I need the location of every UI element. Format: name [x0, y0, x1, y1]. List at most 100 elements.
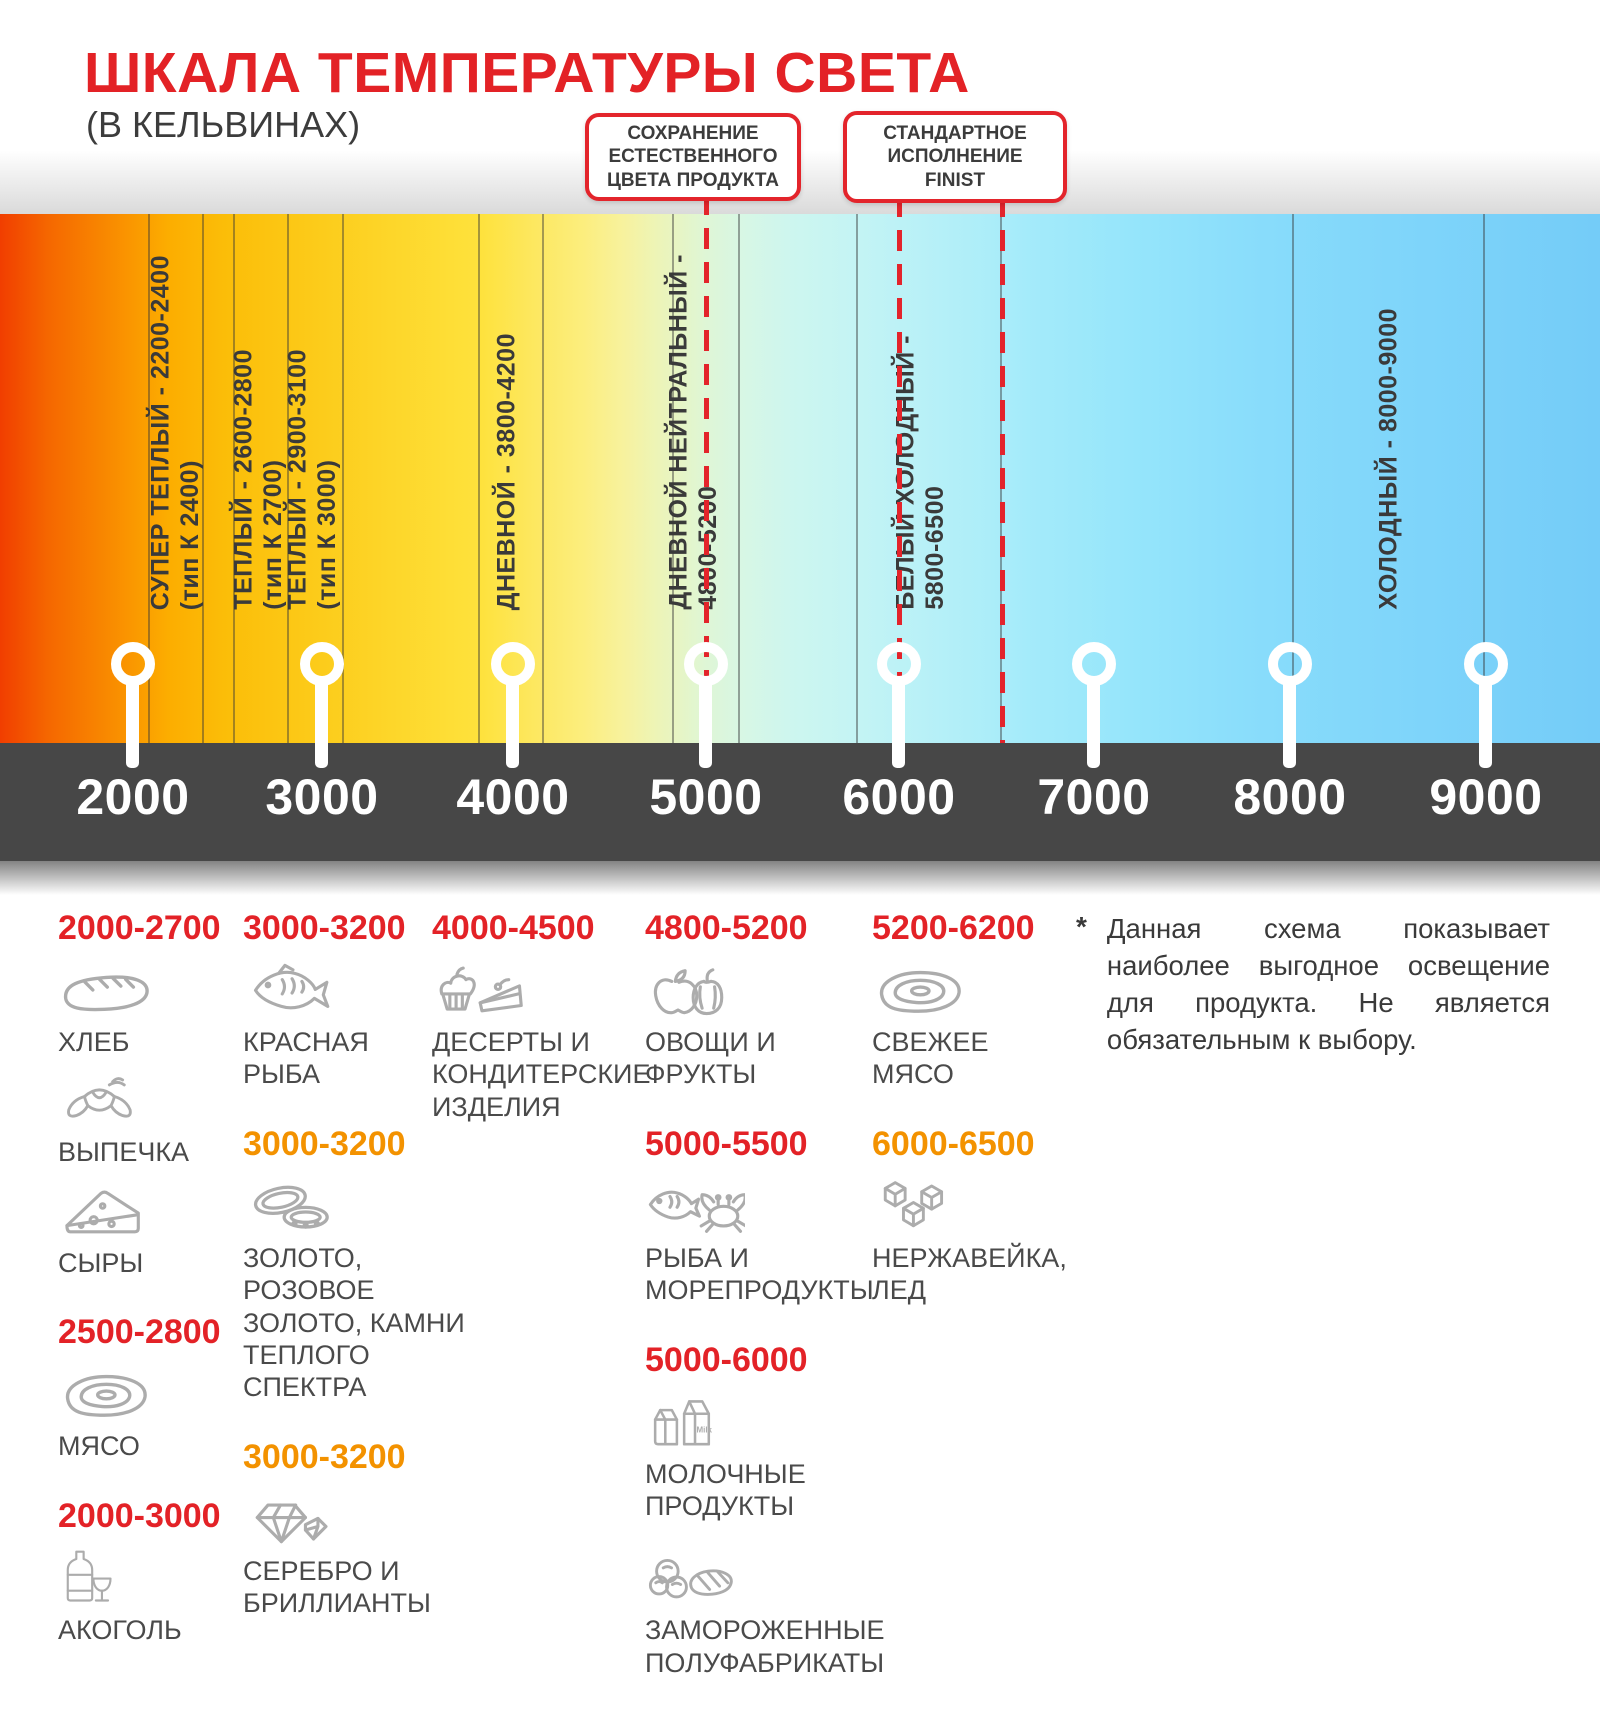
range-heading: 6000-6500	[872, 1124, 1035, 1163]
item-label: СВЕЖЕЕ МЯСО	[872, 1027, 989, 1090]
item-label: АКОГОЛЬ	[58, 1614, 182, 1645]
scale-marker-3000	[300, 642, 344, 686]
item-label: КРАСНАЯ РЫБА	[243, 1027, 369, 1090]
legend-group: 5000-6000 Milk МОЛОЧНЫЕ ПРОДУКТЫ ЗАМОРОЖ…	[645, 1340, 885, 1680]
callout-leg-natural-color	[704, 194, 709, 743]
zone-divider	[1483, 214, 1485, 743]
legend-item: Milk МОЛОЧНЫЕ ПРОДУКТЫ	[645, 1392, 865, 1523]
item-label: НЕРЖАВЕЙКА, ЛЕД	[872, 1242, 1067, 1306]
legend-item: ЗОЛОТО, РОЗОВОЕ ЗОЛОТО, КАМНИ ТЕПЛОГО СП…	[243, 1176, 465, 1404]
legend-group: 3000-3200 СЕРЕБРО И БРИЛЛИАНТЫ	[243, 1438, 433, 1620]
zone-label-daylight: ДНЕВНОЙ - 3800-4200	[492, 332, 521, 610]
item-label: МЯСО	[58, 1431, 140, 1462]
legend-column-2: 3000-3200 КРАСНАЯ РЫБА 3000-3200 ЗОЛОТО,…	[243, 909, 465, 1654]
item-label: РЫБА И МОРЕПРОДУКТЫ	[645, 1242, 874, 1306]
scale-marker-stem	[1087, 682, 1100, 768]
legend-group: 2000-2700 ХЛЕБ ВЫПЕЧКА СЫРЫ	[58, 909, 236, 1279]
zone-divider	[148, 214, 150, 743]
item-label: СЕРЕБРО И БРИЛЛИАНТЫ	[243, 1555, 431, 1619]
scale-marker-9000	[1464, 642, 1508, 686]
zone-divider	[542, 214, 544, 743]
axis-tick-9000: 9000	[1429, 769, 1543, 825]
zone-divider	[233, 214, 235, 743]
zone-label-cold: ХОЛОДНЫЙ - 8000-9000	[1374, 308, 1403, 610]
scale-marker-stem	[506, 682, 519, 768]
legend-column-5: 5200-6200 СВЕЖЕЕ МЯСО 6000-6500 НЕРЖАВЕЙ…	[872, 909, 1072, 1341]
range-heading: 3000-3200	[243, 1437, 406, 1476]
footnote-asterisk: *	[1076, 911, 1087, 942]
legend-group: 4000-4500 ДЕСЕРТЫ И КОНДИТЕРСКИЕ ИЗДЕЛИЯ	[432, 909, 651, 1123]
legend-item: РЫБА И МОРЕПРОДУКТЫ	[645, 1176, 874, 1307]
infographic: ШКАЛА ТЕМПЕРАТУРЫ СВЕТА (В КЕЛЬВИНАХ) СУ…	[0, 41, 1600, 1678]
legend-item: ДЕСЕРТЫ И КОНДИТЕРСКИЕ ИЗДЕЛИЯ	[432, 960, 651, 1123]
bread-icon	[58, 960, 236, 1020]
scale-marker-stem	[1283, 682, 1296, 768]
scale-marker-5000	[684, 642, 728, 686]
axis-tick-5000: 5000	[649, 769, 763, 825]
range-heading: 2000-2700	[58, 909, 221, 947]
vegetables-icon	[645, 960, 865, 1020]
legend-item: ЗАМОРОЖЕННЫЕ ПОЛУФАБРИКАТЫ	[645, 1548, 885, 1679]
scale-marker-6000	[877, 642, 921, 686]
callout-leg-finist-2	[1000, 196, 1005, 743]
cheese-icon	[58, 1181, 236, 1241]
legend-group: 6000-6500 НЕРЖАВЕЙКА, ЛЕД	[872, 1125, 1072, 1307]
range-heading: 3000-3200	[243, 1124, 406, 1163]
scale-marker-8000	[1268, 642, 1312, 686]
legend-item: ОВОЩИ И ФРУКТЫ	[645, 960, 865, 1091]
svg-text:Milk: Milk	[696, 1425, 712, 1434]
zone-label-warm-2700: ТЕПЛЫЙ - 2600-2800 (тип К 2700)	[229, 349, 288, 610]
scale-marker-stem	[699, 682, 712, 768]
legend-group: 4800-5200 ОВОЩИ И ФРУКТЫ	[645, 909, 865, 1091]
zone-divider	[672, 214, 674, 743]
milk-icon: Milk	[645, 1392, 865, 1452]
legend-item: ВЫПЕЧКА	[58, 1070, 236, 1168]
axis-band-shadow	[0, 861, 1600, 895]
scale-marker-stem	[1479, 682, 1492, 768]
legend-item: ХЛЕБ	[58, 960, 236, 1058]
legend-column-3: 4000-4500 ДЕСЕРТЫ И КОНДИТЕРСКИЕ ИЗДЕЛИЯ	[432, 909, 651, 1157]
steak-icon	[58, 1364, 236, 1424]
legend-group: 3000-3200 ЗОЛОТО, РОЗОВОЕ ЗОЛОТО, КАМНИ …	[243, 1124, 465, 1404]
zone-divider	[287, 214, 289, 743]
zone-label-daylight-neutral: ДНЕВНОЙ НЕЙТРАЛЬНЫЙ -4800-5200	[664, 254, 723, 610]
axis-tick-2000: 2000	[76, 769, 190, 825]
legend-item: КРАСНАЯ РЫБА	[243, 960, 433, 1091]
item-label: ДЕСЕРТЫ И КОНДИТЕРСКИЕ ИЗДЕЛИЯ	[432, 1027, 651, 1122]
legend-group: 5000-5500 РЫБА И МОРЕПРОДУКТЫ	[645, 1125, 874, 1307]
footnote-text: Данная схема показывает наиболее выгодно…	[1106, 913, 1550, 1055]
legend-item: НЕРЖАВЕЙКА, ЛЕД	[872, 1176, 1072, 1307]
range-heading: 4000-4500	[432, 909, 595, 947]
item-label: ЗАМОРОЖЕННЫЕ ПОЛУФАБРИКАТЫ	[645, 1615, 885, 1678]
range-heading: 2000-3000	[58, 1496, 221, 1535]
range-heading: 2500-2800	[58, 1313, 221, 1352]
frozen-icon	[645, 1548, 865, 1608]
fish-icon	[243, 960, 433, 1020]
legend-group: 2500-2800 МЯСО	[58, 1313, 236, 1462]
steak-icon	[872, 960, 1072, 1020]
legend-column-4: 4800-5200 ОВОЩИ И ФРУКТЫ 5000-5500 РЫБА …	[645, 909, 885, 1713]
range-heading: 5200-6200	[872, 909, 1035, 947]
zone-divider	[738, 214, 740, 743]
zone-divider	[342, 214, 344, 743]
scale-marker-stem	[892, 682, 905, 768]
ice-icon	[872, 1176, 1072, 1236]
scale-marker-4000	[491, 642, 535, 686]
item-label: ЗОЛОТО, РОЗОВОЕ ЗОЛОТО, КАМНИ ТЕПЛОГО СП…	[243, 1242, 465, 1403]
legend-group: 5200-6200 СВЕЖЕЕ МЯСО	[872, 909, 1072, 1091]
callout-natural-color: СОХРАНЕНИЕ ЕСТЕСТВЕННОГО ЦВЕТА ПРОДУКТА	[585, 113, 801, 201]
kelvin-axis-band	[0, 743, 1600, 861]
zone-label-warm-3000: ТЕПЛЫЙ - 2900-3100 (тип К 3000)	[283, 349, 342, 610]
callout-finist-standard-text: СТАНДАРТНОЕ ИСПОЛНЕНИЕ FINIST	[883, 123, 1027, 191]
axis-tick-3000: 3000	[265, 769, 379, 825]
croissant-icon	[58, 1070, 236, 1130]
callout-natural-color-text: СОХРАНЕНИЕ ЕСТЕСТВЕННОГО ЦВЕТА ПРОДУКТА	[606, 123, 780, 191]
range-heading: 5000-6000	[645, 1340, 808, 1379]
temperature-gradient-strip: СУПЕР ТЕПЛЫЙ - 2200-2400 (тип К 2400) ТЕП…	[0, 214, 1600, 743]
zone-label-super-warm: СУПЕР ТЕПЛЫЙ - 2200-2400 (тип К 2400)	[146, 254, 205, 610]
item-label: ОВОЩИ И ФРУКТЫ	[645, 1027, 776, 1090]
legend-item: АКОГОЛЬ	[58, 1548, 236, 1646]
desserts-icon	[432, 960, 632, 1020]
axis-tick-4000: 4000	[456, 769, 570, 825]
item-label: ВЫПЕЧКА	[58, 1137, 190, 1168]
